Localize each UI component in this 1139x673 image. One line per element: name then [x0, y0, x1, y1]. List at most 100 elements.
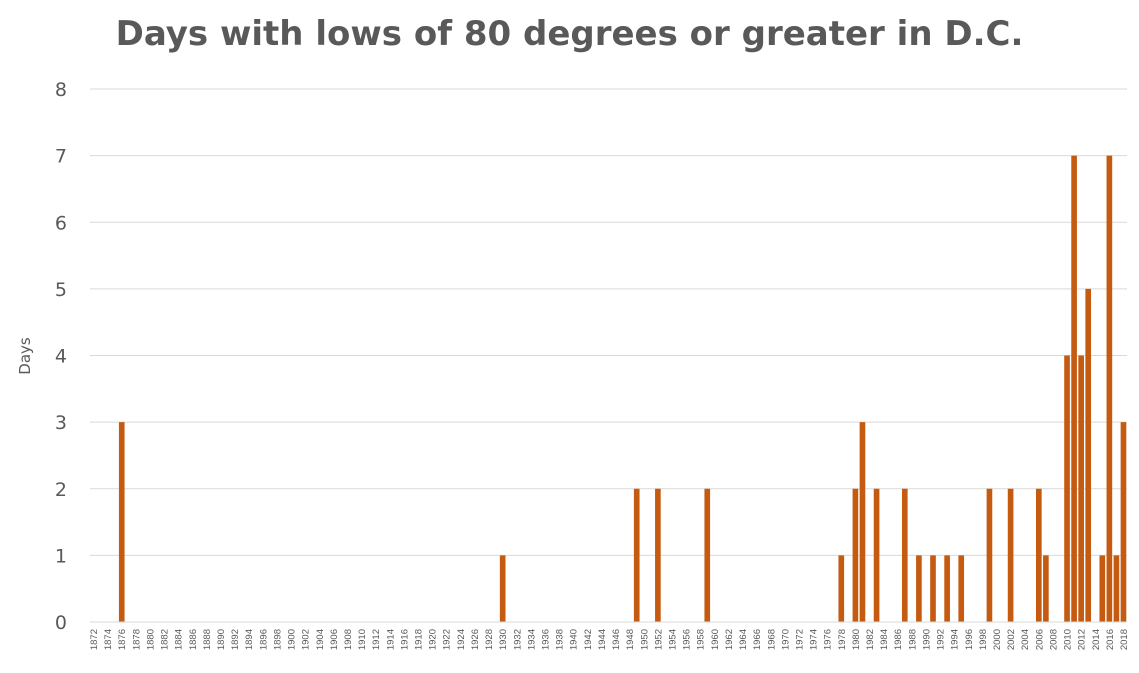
x-tick-label: 2018: [1119, 629, 1130, 650]
x-tick-label: 1882: [160, 629, 171, 650]
bar: [916, 555, 922, 622]
x-tick-label: 1920: [428, 629, 439, 650]
y-tick-label: 6: [55, 212, 67, 234]
y-axis-label: Days: [16, 337, 34, 375]
x-tick-label: 1922: [442, 629, 453, 650]
x-tick-label: 1874: [103, 629, 114, 650]
x-tick-label: 1890: [216, 629, 227, 650]
bar: [633, 488, 640, 622]
x-tick-label: 1998: [978, 629, 989, 650]
y-tick-label: 8: [55, 79, 67, 101]
x-tick-label: 1892: [230, 629, 241, 650]
x-tick-label: 1942: [583, 629, 594, 650]
bar: [1035, 488, 1042, 622]
x-tick-label: 1976: [823, 629, 834, 650]
bar: [1064, 355, 1070, 622]
x-tick-label: 1918: [414, 629, 425, 650]
y-tick-label: 2: [55, 479, 67, 501]
x-tick-label: 1978: [837, 629, 848, 650]
x-tick-label: 1992: [936, 629, 947, 650]
x-tick-label: 1934: [526, 629, 537, 650]
x-tick-label: 1876: [117, 629, 128, 650]
gridlines: [90, 88, 1127, 556]
bar: [958, 555, 965, 622]
y-tick-label: 7: [55, 146, 67, 168]
bar: [852, 488, 859, 622]
x-tick-label: 1972: [794, 629, 805, 650]
x-tick-label: 1962: [724, 629, 735, 650]
x-tick-label: 1986: [893, 629, 904, 650]
x-tick-label: 2012: [1077, 629, 1088, 650]
x-tick-label: 1902: [301, 629, 312, 650]
chart-title: Days with lows of 80 degrees or greater …: [115, 14, 1024, 54]
bar: [1113, 555, 1120, 622]
x-tick-label: 1938: [555, 629, 566, 650]
x-tick-label: 1888: [202, 629, 213, 650]
x-tick-label: 1968: [766, 629, 777, 650]
x-tick-label: 1900: [287, 629, 298, 650]
bar: [1071, 155, 1077, 622]
x-tick-label: 1910: [357, 629, 368, 650]
x-tick-label: 1980: [851, 629, 862, 650]
x-tick-label: 1928: [484, 629, 495, 650]
x-tick-label: 2004: [1020, 629, 1031, 650]
x-tick-label: 1958: [696, 629, 707, 650]
x-tick-label: 2010: [1063, 629, 1074, 650]
y-tick-label: 4: [55, 346, 67, 368]
x-tick-label: 1940: [569, 629, 580, 650]
x-tick-label: 1952: [653, 629, 664, 650]
x-tick-label: 1886: [188, 629, 199, 650]
x-tick-label: 1878: [131, 629, 142, 650]
x-tick-label: 1984: [879, 629, 890, 650]
x-tick-label: 1994: [950, 629, 961, 650]
x-tick-label: 1912: [371, 629, 382, 650]
x-tick-label: 1896: [258, 629, 269, 650]
x-tick-label: 1988: [907, 629, 918, 650]
x-tick-label: 1926: [470, 629, 481, 650]
y-tick-label: 3: [55, 412, 67, 434]
x-tick-label: 1982: [865, 629, 876, 650]
bar: [1099, 555, 1106, 622]
x-tick-label: 1932: [512, 629, 523, 650]
bar: [873, 488, 880, 622]
x-tick-label: 1970: [780, 629, 791, 650]
bar: [118, 422, 125, 622]
x-tick-label: 1990: [921, 629, 932, 650]
x-tick-label: 2000: [992, 629, 1003, 650]
bar: [901, 488, 908, 622]
x-tick-label: 1914: [385, 629, 396, 650]
x-tick-label: 2006: [1034, 629, 1045, 650]
x-tick-label: 2008: [1048, 629, 1059, 650]
x-tick-label: 1930: [498, 629, 509, 650]
x-tick-label: 1946: [611, 629, 622, 650]
x-tick-label: 1960: [710, 629, 721, 650]
bar: [1106, 155, 1113, 622]
x-tick-label: 1880: [145, 629, 156, 650]
bar: [944, 555, 950, 622]
x-tick-label: 1950: [639, 629, 650, 650]
x-tick-label: 1944: [597, 629, 608, 650]
y-tick-label: 5: [55, 279, 67, 301]
x-tick-label: 1948: [625, 629, 636, 650]
x-tick-label: 2014: [1091, 629, 1102, 650]
bar: [704, 488, 711, 622]
bar: [1085, 288, 1092, 622]
bar: [1007, 488, 1014, 622]
x-tick-label: 1872: [89, 629, 100, 650]
bar: [655, 488, 661, 622]
y-tick-label: 1: [55, 545, 67, 567]
x-tick-label: 2016: [1105, 629, 1116, 650]
x-tick-label: 1966: [752, 629, 763, 650]
x-tick-label: 1996: [964, 629, 975, 650]
x-tick-label: 1898: [272, 629, 283, 650]
bar: [859, 422, 866, 622]
x-tick-label: 1974: [809, 629, 820, 650]
bar: [838, 555, 845, 622]
y-tick-label: 0: [55, 612, 67, 634]
x-tick-label: 2002: [1006, 629, 1017, 650]
x-tick-label: 1884: [174, 629, 185, 650]
x-tick-label: 1954: [667, 629, 678, 650]
x-tick-label: 1924: [456, 629, 467, 650]
